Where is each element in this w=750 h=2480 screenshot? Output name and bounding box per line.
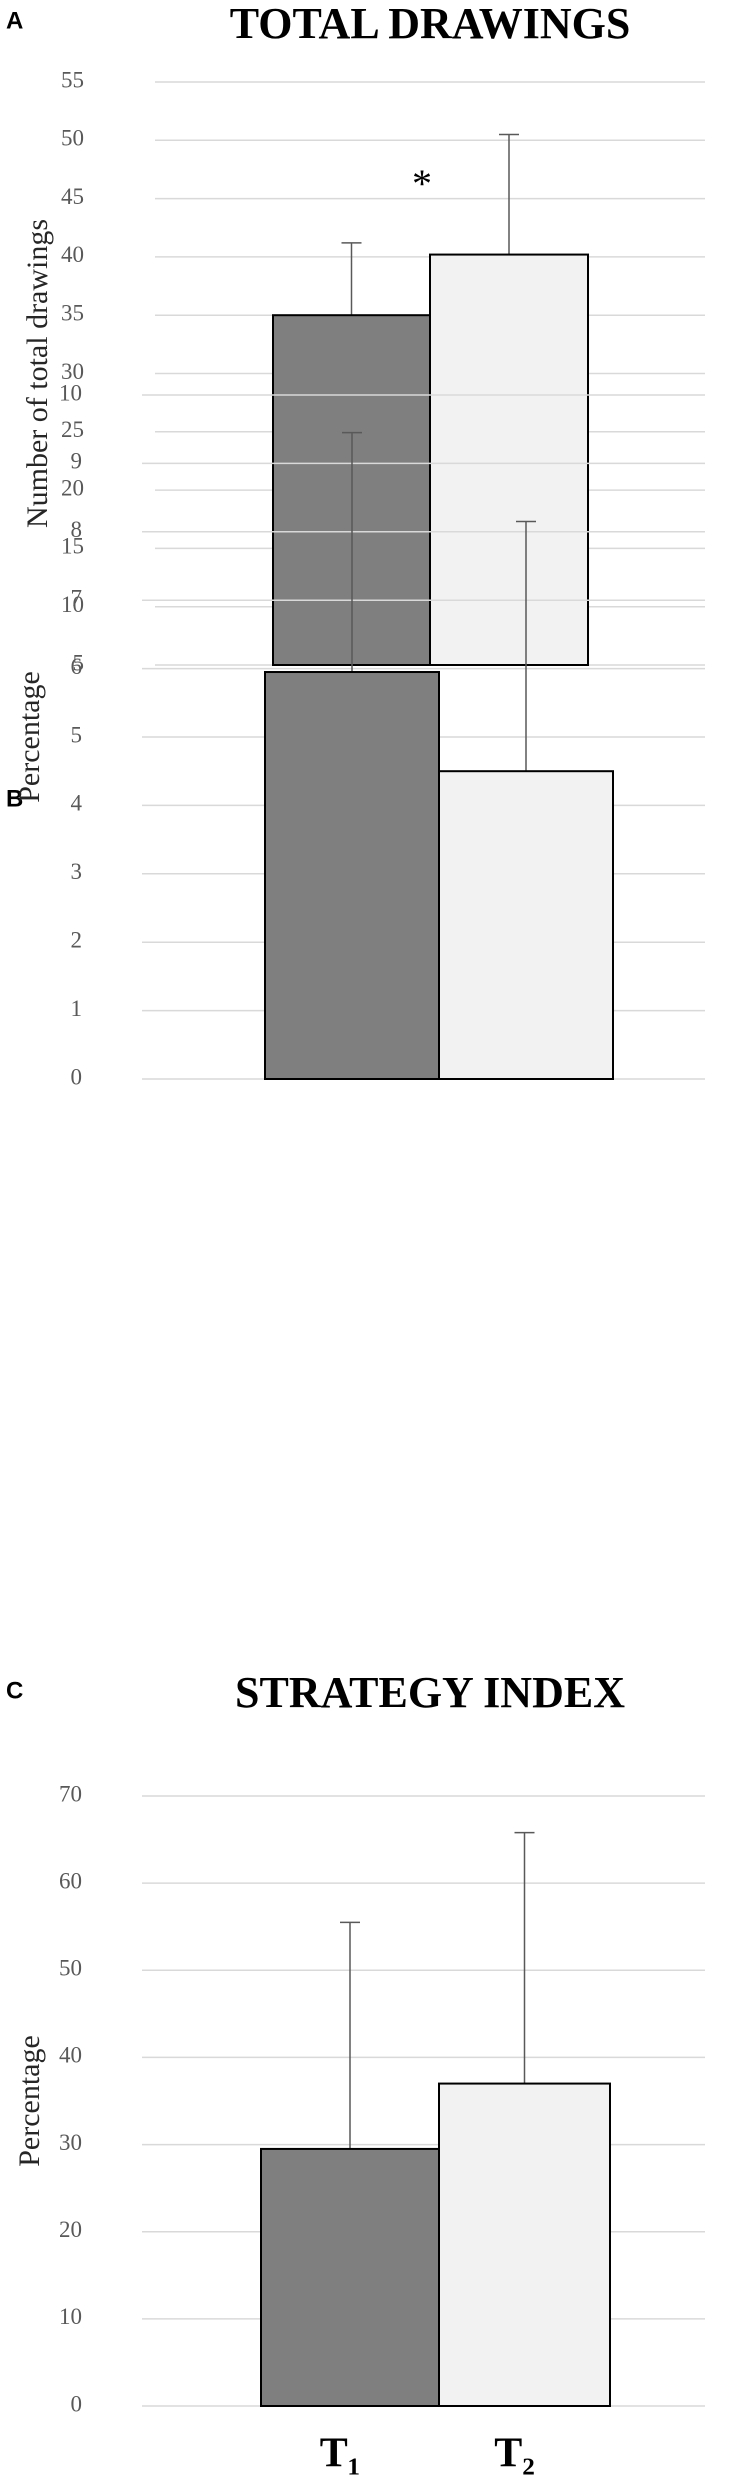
y-tick-label: 15: [61, 534, 84, 559]
x-tick-label: T₁: [320, 2431, 361, 2477]
panel-label: C: [6, 1677, 23, 1704]
y-tick-label: 6: [71, 654, 83, 679]
y-axis-label: Number of total drawings: [21, 219, 54, 528]
bar: [438, 770, 614, 1080]
x-tick-label: T₂: [494, 2431, 535, 2477]
bar: [260, 2147, 440, 2407]
y-tick-label: 9: [71, 449, 83, 474]
y-tick-label: 10: [59, 380, 82, 405]
y-tick-label: 10: [59, 2304, 82, 2329]
y-tick-label: 30: [59, 2130, 82, 2155]
y-tick-label: 20: [59, 2217, 82, 2242]
y-tick-label: 1: [71, 996, 83, 1021]
y-tick-label: 0: [71, 2391, 83, 2416]
panel-label: B: [6, 785, 23, 812]
bar: [438, 2082, 611, 2408]
bar: [264, 671, 440, 1081]
y-tick-label: 45: [61, 184, 84, 209]
bar: [429, 253, 589, 666]
y-tick-label: 20: [61, 475, 84, 500]
y-tick-label: 4: [71, 791, 83, 816]
y-tick-label: 40: [59, 2043, 82, 2068]
annotation: *: [412, 161, 432, 206]
y-tick-label: 40: [61, 242, 84, 267]
y-axis-label: Percentage: [13, 671, 46, 803]
y-axis-label: Percentage: [13, 2035, 46, 2167]
y-tick-label: 55: [61, 67, 84, 92]
y-tick-label: 10: [61, 592, 84, 617]
panel-label: A: [6, 7, 23, 34]
chart-title: STRATEGY INDEX: [235, 1668, 625, 1717]
y-tick-label: 5: [71, 722, 83, 747]
y-tick-label: 50: [59, 1956, 82, 1981]
y-tick-label: 50: [61, 126, 84, 151]
y-tick-label: 25: [61, 417, 84, 442]
y-tick-label: 35: [61, 300, 84, 325]
y-tick-label: 3: [71, 859, 83, 884]
y-tick-label: 0: [71, 1064, 83, 1089]
y-tick-label: 70: [59, 1781, 82, 1806]
y-tick-label: 60: [59, 1868, 82, 1893]
chart-title: TOTAL DRAWINGS: [230, 0, 631, 48]
y-tick-label: 30: [61, 359, 84, 384]
y-tick-label: 5: [73, 650, 85, 675]
y-tick-label: 2: [71, 927, 83, 952]
y-tick-label: 7: [71, 585, 83, 610]
y-tick-label: 8: [71, 517, 83, 542]
